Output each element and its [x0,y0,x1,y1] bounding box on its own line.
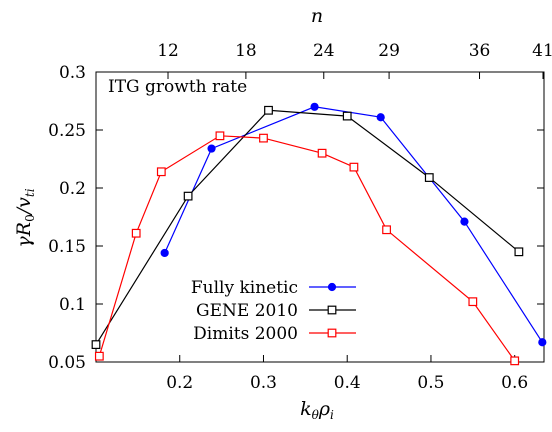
x-tick-label: 0.2 [166,373,193,393]
series-line [95,109,520,345]
data-point [183,191,193,201]
data-point [424,173,434,182]
data-point [160,248,169,258]
x-tick-label: 0.4 [334,373,361,393]
y-tick-label: 0.1 [59,295,86,315]
x-axis-title: kθρi [300,398,334,422]
legend-marker [327,305,337,315]
ticks-layer: 0.2 0.3 0.4 0.5 0.6 0.05 0.1 0.15 0.2 0.25 0.3 12 18… [48,41,552,393]
y-tick-label: 0.3 [59,63,86,83]
series-dimits-2000 [94,131,520,366]
top-tick-label: 41 [532,41,552,61]
y-tick-label: 0.15 [48,237,86,257]
chart-title: ITG growth rate [108,77,247,97]
data-point [207,144,216,153]
y-tick-label: 0.2 [59,179,86,199]
x-tick-label: 0.5 [417,373,444,393]
plot-frame [95,71,545,363]
series-line [98,135,516,362]
data-point [94,351,104,361]
data-point [317,148,327,158]
data-point [131,228,141,238]
data-point [156,167,166,177]
data-point [382,225,391,235]
data-point [342,111,352,121]
series-layer [91,102,547,366]
top-tick-label: 12 [157,41,179,61]
data-point [264,105,273,115]
data-point [310,102,319,111]
data-point [349,162,359,172]
data-point [376,113,385,122]
data-point [91,340,101,349]
legend-label: Fully kinetic [191,278,298,298]
top-tick-label: 36 [469,41,491,61]
legend-label: GENE 2010 [196,301,298,321]
top-tick-label: 24 [313,41,335,61]
y-tick-label: 0.25 [48,121,86,141]
top-axis-title: n [311,5,323,27]
y-tick-label: 0.05 [48,353,86,373]
data-point [460,217,469,226]
x-tick-label: 0.6 [501,373,528,393]
legend-marker [327,328,337,338]
data-point [510,356,520,366]
data-point [259,133,268,143]
top-tick-label: 29 [378,41,400,61]
data-point [538,338,547,347]
data-point [215,131,225,141]
legend: Fully kinetic GENE 2010 Dimits 2000 [191,278,356,344]
data-point [514,247,524,257]
y-axis-title: γR0/vti [13,188,37,247]
x-tick-label: 0.3 [250,373,277,393]
legend-label: Dimits 2000 [193,324,298,344]
legend-marker [327,282,337,292]
series-gene-2010 [91,105,524,349]
data-point [468,297,478,307]
top-tick-label: 18 [235,41,257,61]
